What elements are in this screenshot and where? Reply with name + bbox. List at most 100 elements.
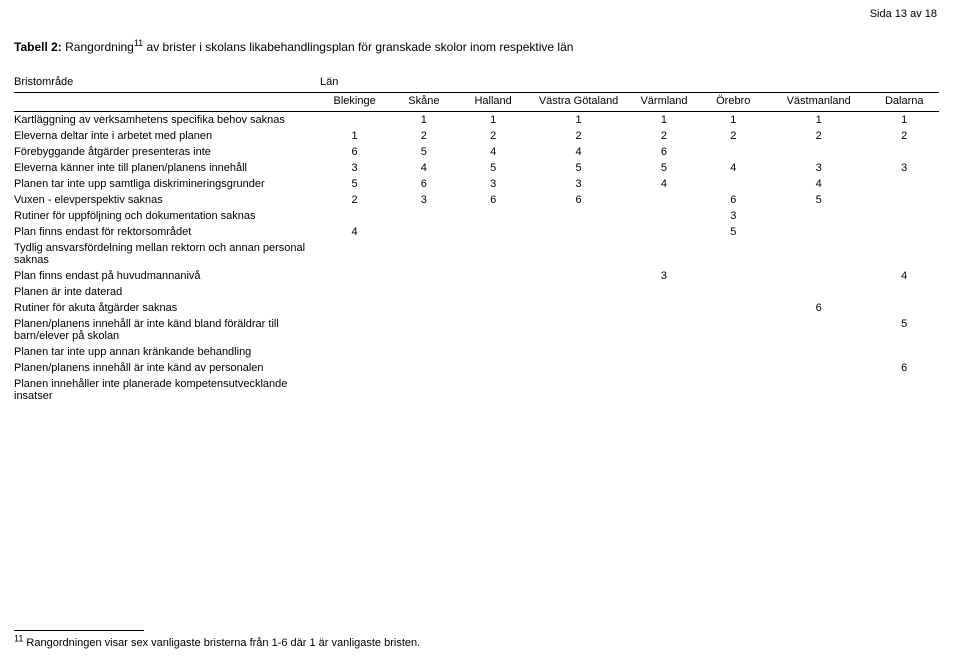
cell: 5 [768,192,870,208]
table-row: Eleverna deltar inte i arbetet med plane… [14,128,939,144]
cell [528,284,630,300]
cell [389,208,458,224]
cell: 3 [768,160,870,176]
table-row: Eleverna känner inte till planen/planens… [14,160,939,176]
page-number: Sida 13 av 18 [870,8,937,20]
cell [869,240,939,268]
cell: 4 [528,144,630,160]
cell: 3 [699,208,768,224]
cell [389,240,458,268]
cell [389,284,458,300]
cell [320,240,389,268]
cell [389,224,458,240]
cell [629,360,698,376]
row-label: Planen/planens innehåll är inte känd av … [14,360,320,376]
cell [389,344,458,360]
col-header: Halland [459,92,528,111]
column-group-label: Län [320,74,939,93]
cell: 6 [389,176,458,192]
row-label: Planen innehåller inte planerade kompete… [14,376,320,404]
cell [869,344,939,360]
cell: 6 [768,300,870,316]
cell [528,240,630,268]
cell [768,144,870,160]
cell [869,176,939,192]
cell [320,300,389,316]
table-row: Rutiner för uppföljning och dokumentatio… [14,208,939,224]
cell: 6 [320,144,389,160]
cell: 1 [768,111,870,128]
title-part1: Rangordning [65,40,134,54]
cell: 4 [699,160,768,176]
row-label: Kartläggning av verksamhetens specifika … [14,111,320,128]
cell [869,300,939,316]
cell: 3 [389,192,458,208]
cell [528,268,630,284]
row-label: Eleverna deltar inte i arbetet med plane… [14,128,320,144]
cell [768,284,870,300]
row-label: Plan finns endast för rektorsområdet [14,224,320,240]
cell [320,344,389,360]
cell [459,316,528,344]
cell [459,240,528,268]
cell: 2 [320,192,389,208]
cell [389,376,458,404]
cell [629,224,698,240]
cell [459,268,528,284]
cell: 5 [629,160,698,176]
ranking-table: Bristområde Län BlekingeSkåneHallandVäst… [14,74,939,404]
cell [320,208,389,224]
cell [699,144,768,160]
col-header: Blekinge [320,92,389,111]
table-row: Plan finns endast för rektorsområdet45 [14,224,939,240]
cell [629,316,698,344]
cell [699,344,768,360]
col-header: Skåne [389,92,458,111]
cell: 1 [629,111,698,128]
title-sup: 11 [134,38,143,48]
cell [699,316,768,344]
cell: 5 [389,144,458,160]
footnote-rule [14,630,144,631]
cell [699,176,768,192]
cell [629,240,698,268]
cell: 2 [629,128,698,144]
cell [320,376,389,404]
cell [768,268,870,284]
table-row: Planen innehåller inte planerade kompete… [14,376,939,404]
table-row: Planen är inte daterad [14,284,939,300]
cell: 3 [869,160,939,176]
cell [459,284,528,300]
cell [768,208,870,224]
col-header: Örebro [699,92,768,111]
cell [768,360,870,376]
cell: 3 [629,268,698,284]
cell: 6 [699,192,768,208]
footnote-marker: 11 [14,633,23,643]
cell: 5 [459,160,528,176]
cell: 3 [528,176,630,192]
cell: 2 [699,128,768,144]
cell [629,300,698,316]
cell [528,300,630,316]
cell [528,344,630,360]
cell [869,376,939,404]
cell [629,192,698,208]
cell [699,284,768,300]
row-label: Rutiner för akuta åtgärder saknas [14,300,320,316]
title-bold: Tabell 2: [14,40,65,54]
cell: 4 [629,176,698,192]
cell: 1 [528,111,630,128]
row-label: Planen tar inte upp samtliga diskriminer… [14,176,320,192]
col-header: Västmanland [768,92,870,111]
table-title: Tabell 2: Rangordning11 av brister i sko… [14,40,937,56]
table-row: Rutiner för akuta åtgärder saknas 6 [14,300,939,316]
cell: 6 [629,144,698,160]
cell [629,344,698,360]
row-label: Plan finns endast på huvudmannanivå [14,268,320,284]
table-row: Vuxen - elevperspektiv saknas236665 [14,192,939,208]
cell [699,360,768,376]
cell: 5 [528,160,630,176]
cell: 4 [320,224,389,240]
cell: 1 [389,111,458,128]
